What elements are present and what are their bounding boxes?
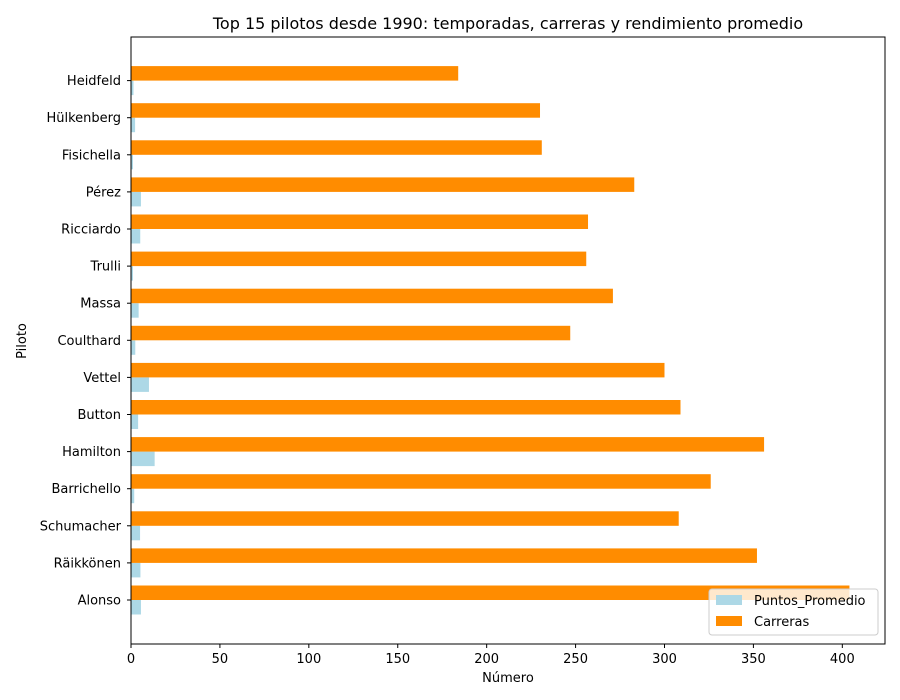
legend-label-puntos-promedio: Puntos_Promedio bbox=[754, 594, 866, 609]
bar-puntos-promedio-button bbox=[131, 414, 139, 429]
y-tick-label-heidfeld: Heidfeld bbox=[67, 74, 121, 89]
legend-swatch-carreras bbox=[716, 616, 742, 626]
x-tick-label-100: 100 bbox=[296, 652, 321, 667]
y-tick-label-fisichella: Fisichella bbox=[62, 148, 121, 163]
y-tick-label-alonso: Alonso bbox=[78, 594, 121, 609]
bar-carreras-barrichello bbox=[131, 474, 711, 489]
y-tick-label-barrichello: Barrichello bbox=[51, 482, 121, 497]
x-axis-ticks: 0 50 100 150 200 250 300 350 400 bbox=[127, 644, 855, 667]
bar-puntos-promedio-alonso bbox=[131, 600, 141, 615]
bar-carreras-hulkenberg bbox=[131, 103, 541, 118]
y-tick-label-ricciardo: Ricciardo bbox=[61, 223, 121, 238]
bar-carreras-vettel bbox=[131, 362, 665, 378]
legend-frame bbox=[708, 588, 879, 636]
bar-carreras-fisichella bbox=[131, 140, 542, 155]
y-tick-label-hamilton: Hamilton bbox=[62, 445, 121, 460]
bar-puntos-promedio-raikkonen bbox=[131, 562, 141, 578]
bar-puntos-promedio-heidfeld bbox=[131, 80, 134, 96]
bar-puntos-promedio-schumacher bbox=[131, 525, 141, 541]
x-tick-label-300: 300 bbox=[652, 652, 677, 667]
bar-puntos-promedio-hamilton bbox=[131, 451, 155, 467]
bar-carreras-hamilton bbox=[131, 437, 765, 452]
y-tick-label-coulthard: Coulthard bbox=[57, 334, 121, 349]
bar-puntos-promedio-barrichello bbox=[131, 488, 135, 504]
x-tick-label-250: 250 bbox=[563, 652, 588, 667]
bar-puntos-promedio-trulli bbox=[131, 266, 133, 281]
bar-puntos-promedio-coulthard bbox=[131, 340, 136, 355]
y-tick-label-hulkenberg: Hülkenberg bbox=[46, 111, 121, 126]
bar-puntos-promedio-ricciardo bbox=[131, 229, 141, 244]
y-tick-label-trulli: Trulli bbox=[90, 260, 121, 275]
bar-carreras-raikkonen bbox=[131, 548, 757, 563]
legend-swatch-puntos-promedio bbox=[716, 595, 742, 605]
legend-label-carreras: Carreras bbox=[754, 615, 810, 630]
bar-carreras-ricciardo bbox=[131, 214, 589, 229]
y-tick-label-schumacher: Schumacher bbox=[40, 519, 122, 534]
x-tick-label-350: 350 bbox=[741, 652, 766, 667]
bar-carreras-button bbox=[131, 400, 681, 415]
y-axis-label: Piloto bbox=[15, 323, 30, 359]
bar-carreras-alonso bbox=[131, 585, 850, 600]
x-tick-label-400: 400 bbox=[830, 652, 855, 667]
bar-carreras-perez bbox=[131, 177, 635, 192]
bar-puntos-promedio-fisichella bbox=[131, 154, 133, 170]
bars bbox=[131, 66, 850, 615]
legend: Puntos_Promedio Carreras bbox=[708, 588, 879, 636]
x-tick-label-200: 200 bbox=[474, 652, 499, 667]
y-axis-ticks: Alonso Räikkönen Schumacher Barrichello Hami… bbox=[40, 74, 131, 609]
bar-carreras-schumacher bbox=[131, 511, 679, 526]
chart-title: Top 15 pilotos desde 1990: temporadas, c… bbox=[212, 14, 803, 33]
bar-puntos-promedio-vettel bbox=[131, 377, 149, 392]
bar-puntos-promedio-perez bbox=[131, 191, 141, 207]
x-tick-label-150: 150 bbox=[385, 652, 410, 667]
x-tick-label-50: 50 bbox=[212, 652, 229, 667]
bar-carreras-heidfeld bbox=[131, 66, 459, 81]
y-tick-label-button: Button bbox=[77, 408, 121, 423]
plot-frame bbox=[130, 36, 886, 645]
bar-carreras-coulthard bbox=[131, 325, 571, 341]
bar-carreras-massa bbox=[131, 288, 613, 304]
x-axis-label: Número bbox=[482, 671, 534, 686]
y-tick-label-vettel: Vettel bbox=[83, 371, 121, 386]
y-tick-label-raikkonen: Räikkönen bbox=[54, 556, 121, 571]
bar-puntos-promedio-hulkenberg bbox=[131, 117, 136, 133]
x-tick-label-0: 0 bbox=[127, 652, 135, 667]
y-tick-label-perez: Pérez bbox=[86, 185, 121, 200]
y-tick-label-massa: Massa bbox=[80, 297, 121, 312]
bar-carreras-trulli bbox=[131, 251, 587, 267]
bar-puntos-promedio-massa bbox=[131, 303, 139, 318]
